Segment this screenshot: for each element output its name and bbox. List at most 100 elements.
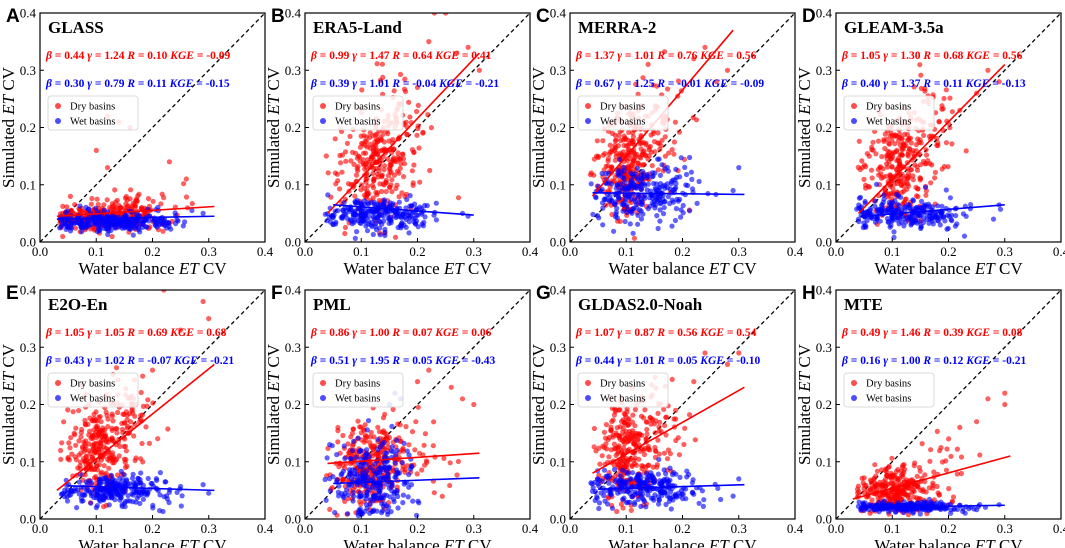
wet-basin-point	[677, 174, 683, 180]
wet-basin-point	[380, 213, 386, 219]
wet-basin-point	[872, 198, 878, 204]
dry-basin-point	[628, 455, 634, 461]
data-marks	[305, 290, 530, 519]
dry-trend-line	[592, 386, 745, 474]
wet-basin-point	[942, 218, 948, 224]
wet-basin-point	[341, 200, 347, 206]
dry-basin-point	[882, 185, 888, 191]
wet-basin-point	[323, 497, 329, 503]
dry-basin-point	[644, 431, 650, 437]
beta-symbol: β	[310, 78, 317, 90]
gamma-symbol: γ	[352, 78, 357, 90]
wet-basin-point	[873, 181, 880, 187]
wet-basin-point	[673, 180, 679, 187]
wet-basin-point	[730, 493, 736, 499]
y-axis-label: Simulated ET CV	[529, 343, 548, 465]
equals: =	[194, 327, 206, 339]
dry-basin-point	[870, 485, 876, 491]
wet-basin-point	[655, 225, 661, 232]
wet-basin-point	[874, 208, 880, 214]
dry-basin-point	[353, 179, 359, 185]
dry-basin-point	[934, 428, 940, 434]
dry-basin-point	[104, 412, 110, 419]
wet-basin-point	[650, 170, 656, 176]
wet-basin-point	[357, 464, 363, 470]
dry-basin-point	[106, 465, 112, 471]
wet-basin-point	[123, 478, 129, 484]
equals: =	[990, 50, 1002, 62]
panel-letter: F	[271, 283, 283, 304]
wet-basin-point	[330, 221, 336, 227]
dry-basin-point	[354, 165, 360, 171]
wet-basin-point	[162, 479, 168, 485]
y-axis-label: Simulated ET CV	[0, 343, 18, 465]
gamma-symbol: γ	[617, 355, 622, 367]
dry-basin-point	[76, 452, 82, 458]
dry-basin-point	[887, 133, 893, 139]
dry-basin-point	[593, 448, 599, 454]
dry-basin-point	[974, 419, 980, 425]
wet-basin-point	[687, 208, 693, 214]
gamma-symbol: γ	[352, 50, 357, 62]
x-tick-label: 0.1	[618, 244, 634, 259]
dry-basin-point	[934, 142, 940, 148]
dry-basin-point	[414, 471, 420, 477]
wet-basin-point	[395, 505, 401, 511]
x-axis-label-suffix: CV	[464, 536, 493, 548]
wet-basin-point	[368, 222, 374, 228]
dry-basin-point	[947, 125, 953, 131]
wet-basin-point	[644, 175, 650, 181]
r-symbol: R	[656, 355, 665, 367]
beta-value: 1.07	[594, 327, 614, 339]
wet-basin-point	[367, 465, 373, 471]
y-tick-label: 0.1	[550, 454, 566, 469]
wet-basin-point	[627, 476, 633, 482]
dry-basin-point	[403, 424, 409, 430]
dry-basin-point	[396, 194, 402, 200]
y-tick-label: 0.4	[20, 283, 37, 298]
legend-dry-marker	[320, 103, 326, 109]
dry-basin-point	[144, 403, 150, 409]
wet-basin-point	[374, 508, 380, 514]
equals: =	[665, 78, 677, 90]
dry-basin-point	[114, 426, 120, 432]
dry-basin-point	[110, 460, 116, 466]
wet-basin-point	[655, 471, 662, 477]
wet-basin-point	[600, 222, 606, 228]
dry-basin-point	[350, 426, 356, 432]
wet-basin-point	[590, 211, 596, 217]
legend-dry-marker	[851, 103, 857, 109]
dry-basin-point	[958, 454, 965, 460]
dry-basin-point	[66, 440, 72, 446]
dry-basin-point	[109, 436, 115, 442]
dry-basin-point	[662, 49, 668, 55]
wet-basin-point	[386, 504, 392, 510]
beta-symbol: β	[45, 50, 52, 62]
wet-basin-point	[164, 493, 170, 499]
dry-basin-point	[662, 134, 668, 140]
dry-basin-point	[608, 447, 614, 453]
wet-basin-point	[588, 480, 594, 486]
wet-basin-point	[422, 202, 428, 209]
one-to-one-line	[570, 290, 795, 519]
equals: =	[317, 78, 329, 90]
dry-basin-point	[135, 193, 141, 199]
kge-value: 0.56	[736, 50, 756, 62]
wet-basin-point	[918, 225, 924, 232]
r-symbol: R	[656, 327, 665, 339]
dry-basin-point	[622, 440, 628, 447]
wet-basin-point	[594, 494, 600, 500]
equals: =	[582, 355, 594, 367]
dry-basin-point	[407, 114, 413, 120]
x-tick-label: 0.4	[522, 244, 539, 259]
equals: =	[92, 50, 104, 62]
wet-basin-point	[338, 472, 344, 478]
dry-basin-point	[905, 183, 912, 189]
dry-basin-point	[65, 407, 71, 413]
dry-basin-point	[64, 204, 70, 210]
dry-basin-point	[60, 203, 66, 209]
wet-basin-point	[907, 214, 914, 220]
beta-value: 0.43	[64, 355, 84, 367]
wet-basin-point	[125, 493, 131, 499]
